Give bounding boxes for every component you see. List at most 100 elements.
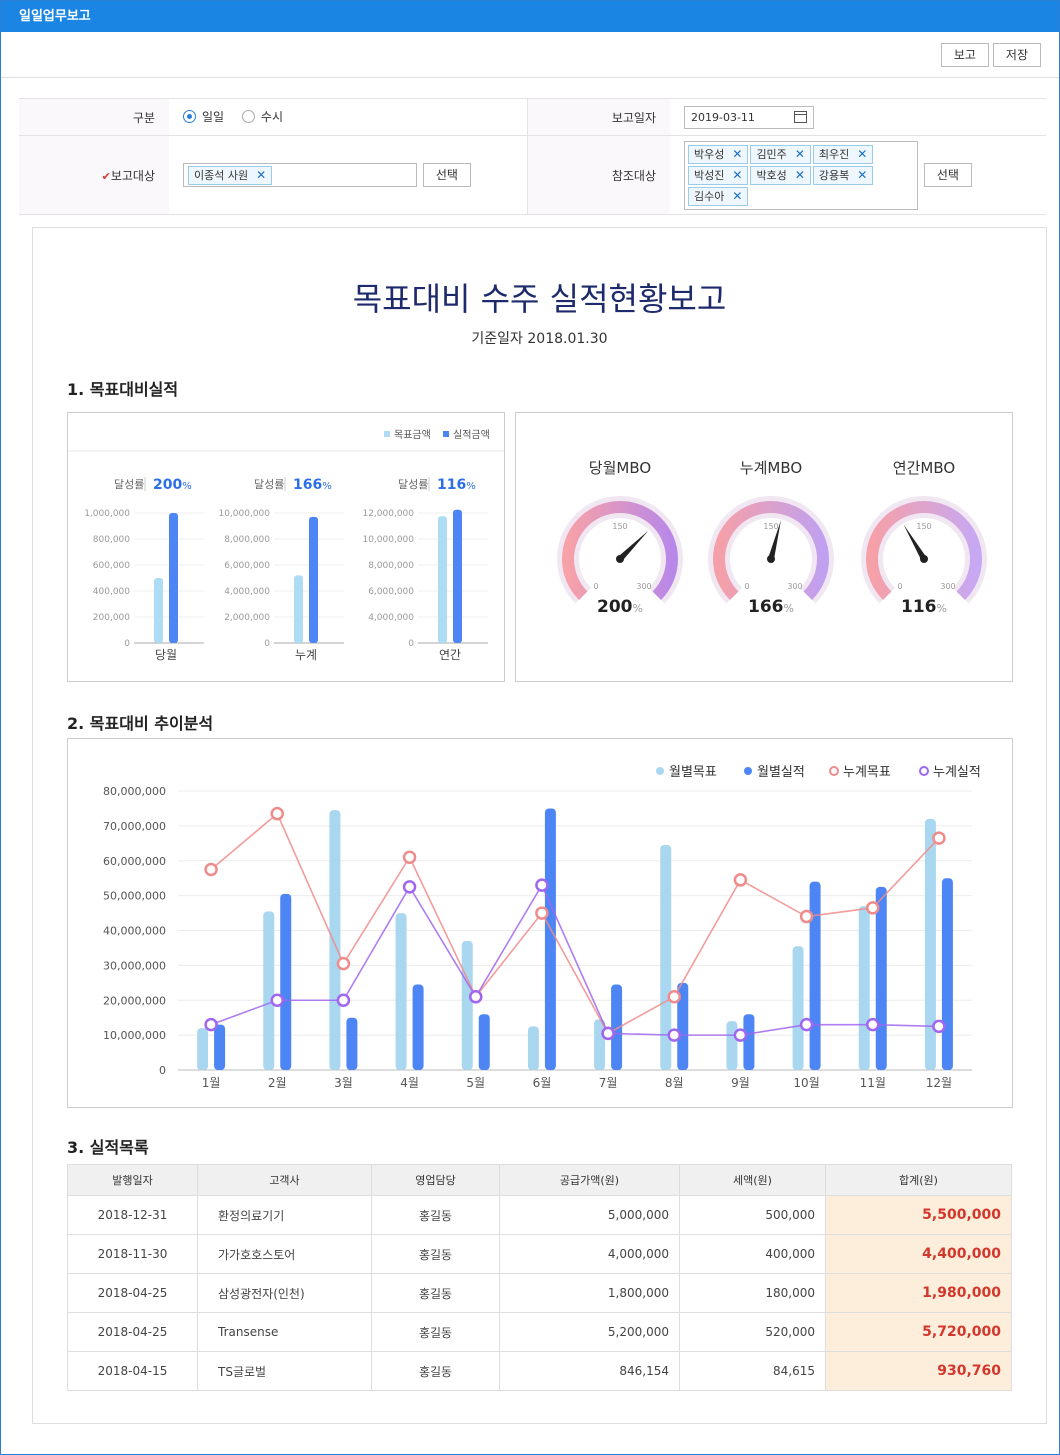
ref-input[interactable]: 박우성 ✕ 김민주 ✕ 최우진 ✕ 박성진 ✕ 박호성 ✕ 강용복 ✕ 김수아 ✕ — [684, 140, 918, 210]
gauge-needle — [903, 524, 927, 561]
table-cell: Transense — [197, 1312, 372, 1352]
table-cell: 846,154 — [499, 1351, 680, 1391]
category-label: 당월 — [155, 648, 177, 662]
bar-target — [792, 946, 804, 1070]
remove-icon[interactable]: ✕ — [256, 168, 267, 182]
gauge-arc — [866, 501, 982, 601]
ref-tag-label: 강용복 — [818, 169, 850, 182]
radio-adhoc[interactable]: 수시 — [241, 108, 284, 125]
table-row[interactable]: 2018-04-15 TS글로벌 홍길동 846,154 84,615 930,760 — [67, 1351, 1012, 1391]
legend-target-label: 목표금액 — [394, 429, 431, 441]
bar-target — [594, 1019, 606, 1070]
actual-bar — [309, 516, 318, 643]
report-button[interactable]: 보고 — [940, 43, 989, 67]
table-cell: 520,000 — [679, 1312, 826, 1352]
remove-icon[interactable]: ✕ — [732, 147, 743, 161]
tick-label: 400,000 — [93, 587, 130, 597]
legend-actual-label: 실적금액 — [453, 429, 490, 441]
table-cell: 가가호호스토어 — [197, 1234, 372, 1274]
remove-icon[interactable]: ✕ — [732, 168, 743, 182]
gauge-tick-label: 300 — [636, 582, 651, 591]
gauge-tick-label: 0 — [593, 582, 598, 591]
radio-daily[interactable]: 일일 — [183, 108, 224, 125]
radio-adhoc-label: 수시 — [260, 110, 284, 124]
rate-value: 166% — [293, 477, 332, 493]
mbo-bar-panel: 목표금액 실적금액 달성률 200% 1,000,000 800,000 600,000 40… — [67, 412, 505, 682]
column-header: 합계(원) — [825, 1164, 1012, 1196]
section-2-title: 2. 목표대비 추이분석 — [67, 714, 214, 733]
bar-actual — [875, 886, 887, 1070]
legend-label: 누계목표 — [843, 765, 891, 780]
series-point — [932, 1019, 946, 1034]
x-tick-label: 12월 — [926, 1076, 952, 1090]
gauge-tick-label: 150 — [763, 522, 778, 531]
save-button[interactable]: 저장 — [992, 43, 1041, 67]
bar-actual — [412, 984, 424, 1070]
radio-adhoc-indicator[interactable] — [241, 110, 255, 123]
x-tick-label: 9월 — [731, 1076, 750, 1090]
y-tick-label: 70,000,000 — [103, 820, 166, 833]
calendar-icon[interactable] — [794, 111, 807, 123]
table-cell: 180,000 — [679, 1273, 826, 1313]
date-label: 보고일자 — [526, 98, 670, 136]
bar-target — [395, 913, 407, 1070]
bar-actual — [280, 893, 292, 1070]
table-row[interactable]: 2018-11-30 가가호호스토어 홍길동 4,000,000 400,000 4,40… — [67, 1234, 1012, 1274]
rate-label: 달성률 — [114, 478, 144, 491]
ref-select-button[interactable]: 선택 — [923, 163, 972, 187]
table-cell: 5,500,000 — [825, 1195, 1012, 1235]
table-cell: 2018-04-15 — [67, 1351, 198, 1391]
ref-tag-label: 박성진 — [694, 169, 725, 182]
y-tick-label: 30,000,000 — [103, 959, 166, 972]
remove-icon[interactable]: ✕ — [794, 168, 805, 182]
target-label-text: 보고대상 — [110, 168, 155, 183]
column-header: 발행일자 — [67, 1164, 198, 1196]
rate-label: 달성률 — [398, 478, 428, 491]
table-header-row: 발행일자 고객사 영업담당 공급가액(원) 세액(원) 합계(원) — [67, 1164, 1012, 1196]
series-point — [601, 1026, 615, 1041]
gauge-pivot — [767, 555, 775, 563]
tick-label: 1,000,000 — [84, 509, 130, 519]
series-point — [270, 993, 284, 1007]
tick-label: 4,000,000 — [368, 613, 414, 623]
remove-icon[interactable]: ✕ — [857, 168, 868, 182]
table-row[interactable]: 2018-04-25 Transense 홍길동 5,200,000 520,000 5,… — [67, 1312, 1012, 1352]
y-tick-label: 20,000,000 — [103, 994, 166, 1007]
radio-daily-indicator[interactable] — [183, 110, 196, 123]
series-point — [866, 901, 880, 915]
table-row[interactable]: 2018-04-25 삼성광전자(인천) 홍길동 1,800,000 180,000 1,… — [67, 1273, 1012, 1313]
report-subtitle: 기준일자 2018.01.30 — [471, 331, 608, 347]
date-input[interactable]: 2019-03-11 — [684, 105, 814, 129]
remove-icon[interactable]: ✕ — [794, 147, 805, 161]
gauge-arc — [562, 501, 678, 601]
gauge-needle — [617, 530, 649, 562]
remove-icon[interactable]: ✕ — [857, 147, 868, 161]
bar-chart-2: 달성률 166% 10,000,000 8,000,000 6,000,000 4,000… — [218, 477, 344, 662]
bar-target — [461, 940, 473, 1070]
target-input[interactable]: 이종석 사원 ✕ — [183, 163, 417, 187]
x-tick-label: 5월 — [466, 1076, 485, 1090]
bar-chart-1: 달성률 200% 1,000,000 800,000 600,000 400,000 200… — [84, 477, 204, 662]
ref-tag: 박성진 ✕ — [688, 165, 749, 185]
tick-label: 800,000 — [93, 535, 130, 545]
gauge-tick-label: 0 — [897, 582, 902, 591]
gauge-2: 누계MBO 150 0 300 166% — [708, 459, 834, 617]
series-point — [799, 909, 814, 924]
target-select-button[interactable]: 선택 — [422, 163, 471, 187]
table-cell: 500,000 — [679, 1195, 826, 1235]
bar-target — [329, 810, 341, 1070]
series-line — [210, 812, 940, 1035]
target-label: ✔보고대상 — [19, 135, 169, 215]
table-cell: 930,760 — [825, 1351, 1012, 1391]
divider — [1, 77, 1059, 78]
remove-icon[interactable]: ✕ — [732, 189, 743, 203]
report-title: 목표대비 수주 실적현황보고 — [352, 280, 727, 318]
table-cell: 홍길동 — [371, 1351, 500, 1391]
gauge-pivot — [616, 555, 624, 563]
x-tick-label: 2월 — [268, 1076, 287, 1090]
table-row[interactable]: 2018-12-31 환정의료기기 홍길동 5,000,000 500,000 5,500… — [67, 1195, 1012, 1235]
rate-label: 달성률 — [254, 478, 284, 491]
table-cell: TS글로벌 — [197, 1351, 372, 1391]
series-point — [535, 906, 549, 920]
trend-chart-panel: 80,000,000 70,000,000 60,000,000 50,000,000… — [67, 738, 1013, 1108]
